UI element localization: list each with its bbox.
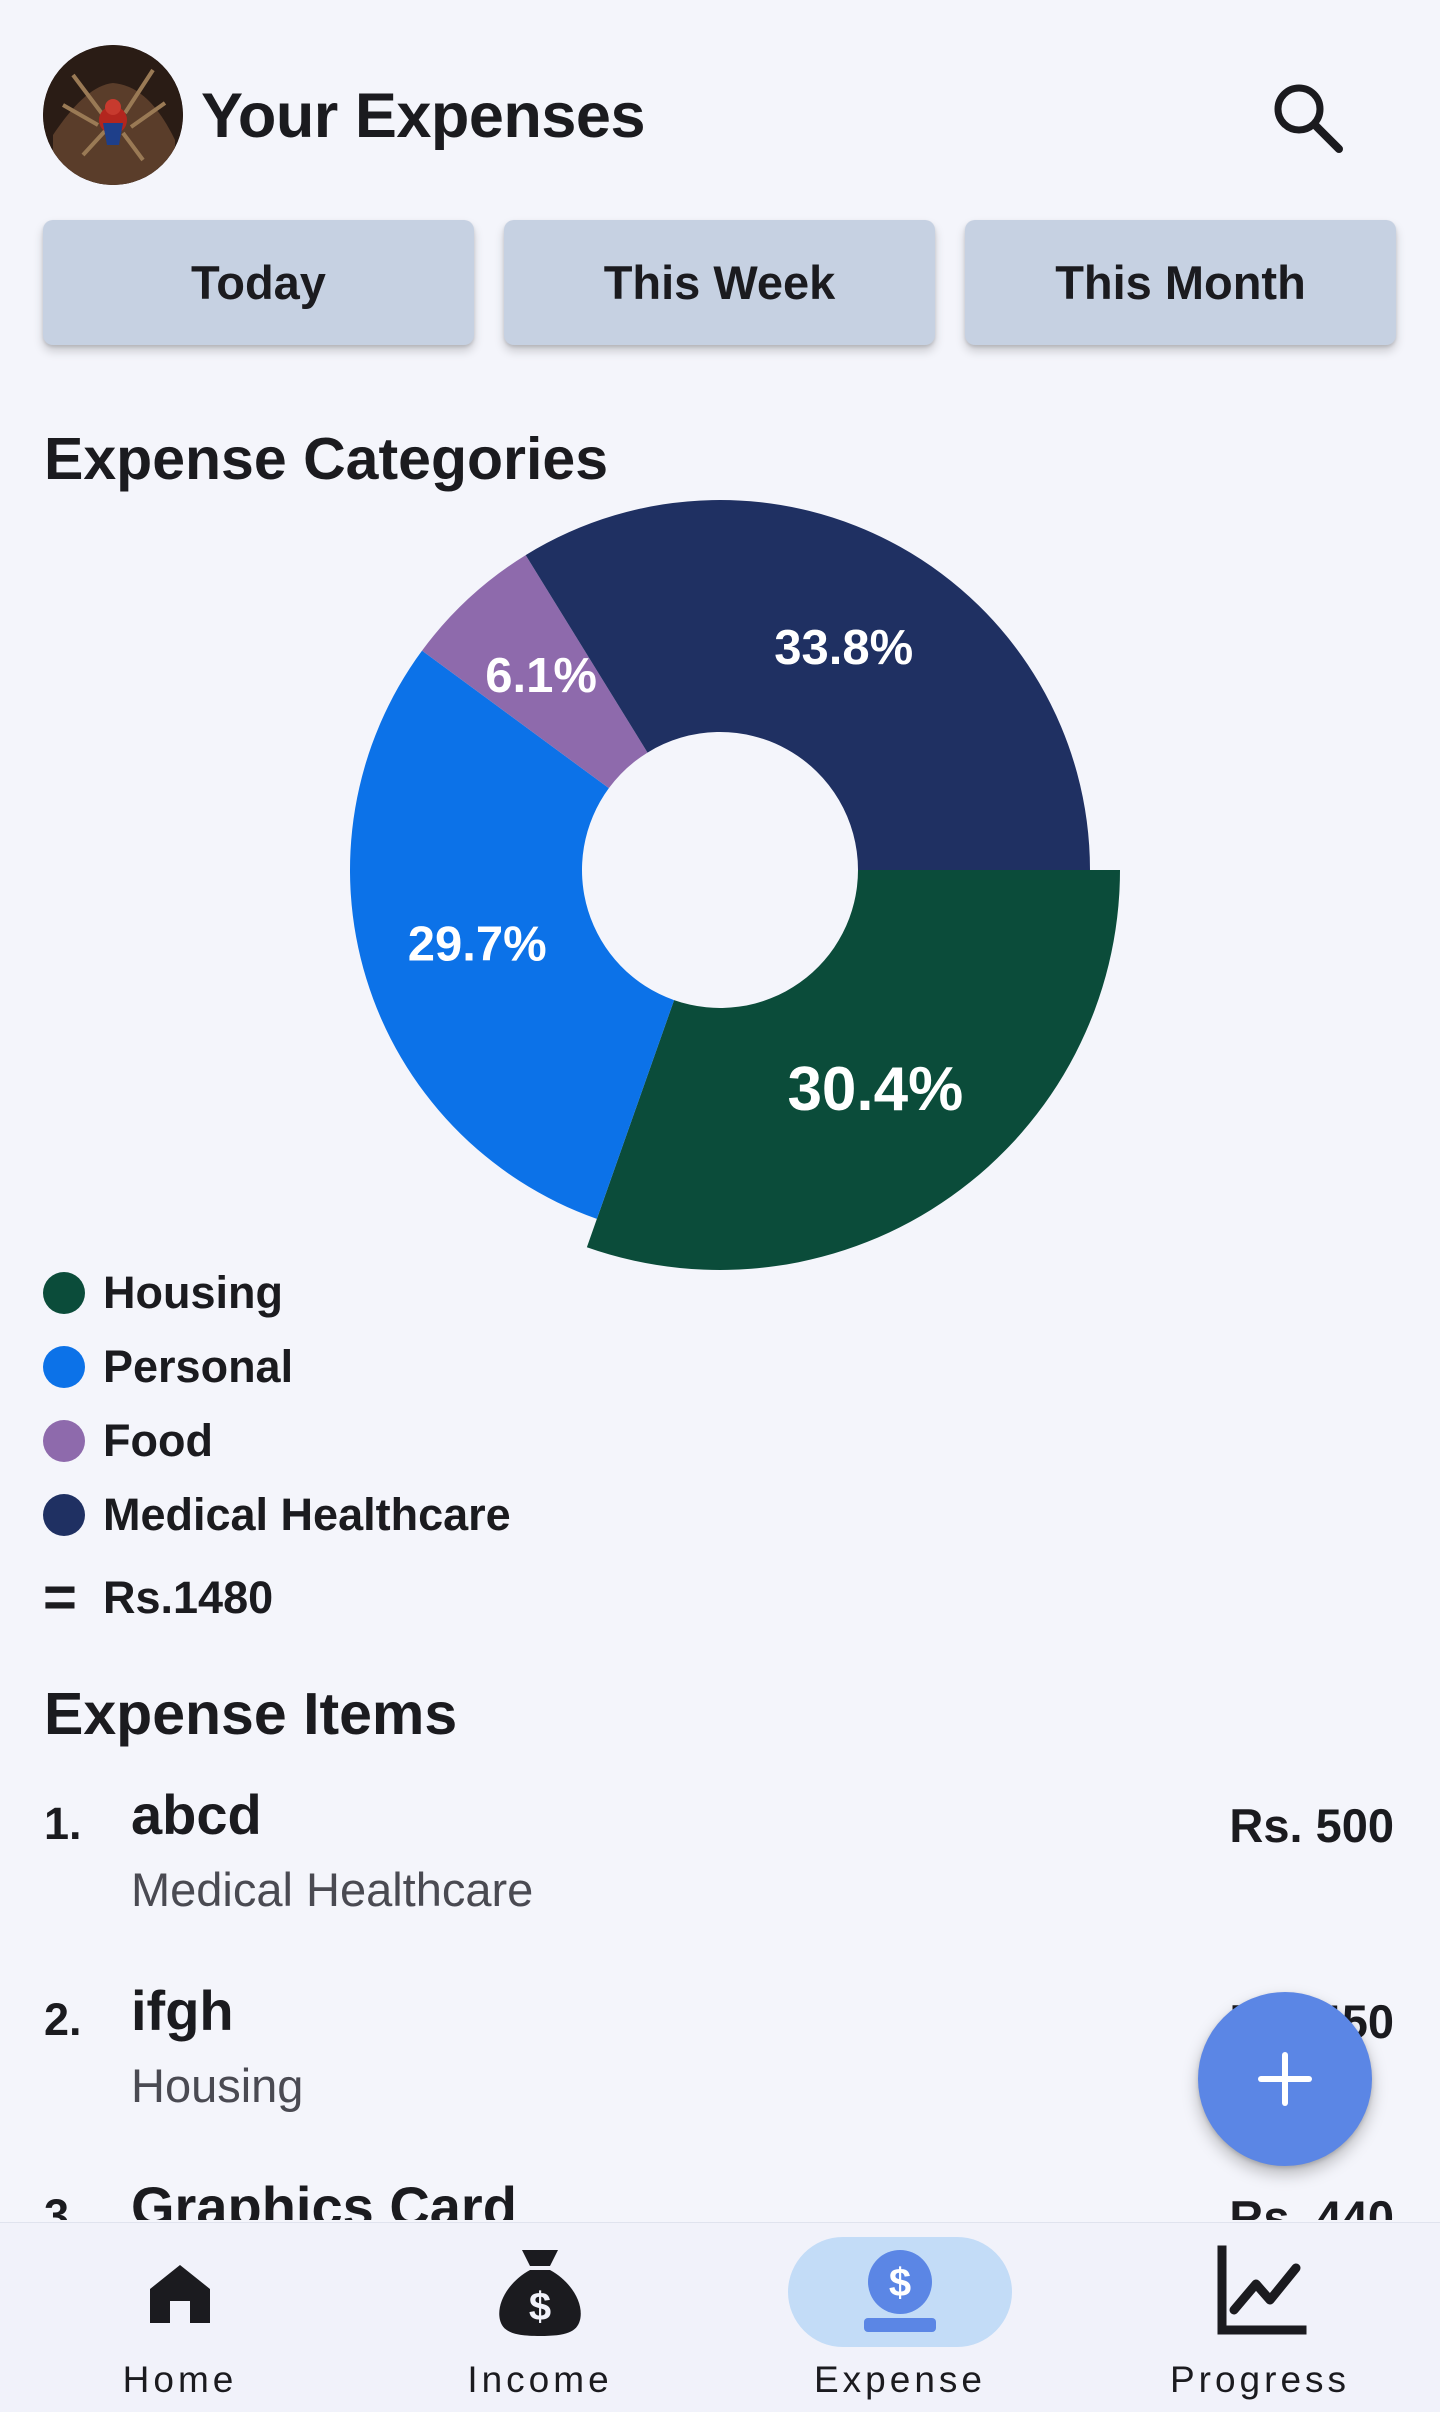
total-row: = Rs.1480	[43, 1556, 511, 1640]
svg-text:$: $	[529, 2285, 551, 2329]
chart-line-icon	[1217, 2245, 1307, 2335]
nav-label-home: Home	[122, 2359, 238, 2400]
item-number: 1.	[44, 1798, 82, 1849]
legend-dot-housing	[43, 1272, 85, 1314]
money-bag-icon: $	[499, 2250, 581, 2336]
expense-categories-title: Expense Categories	[44, 426, 609, 492]
slice-label-medical-healthcare: 33.8%	[774, 621, 913, 675]
svg-text:$: $	[889, 2261, 911, 2305]
total-amount: Rs.1480	[103, 1572, 274, 1623]
nav-item-income[interactable]: $ Income	[360, 2223, 720, 2412]
legend-item-housing: Housing	[43, 1256, 511, 1330]
avatar[interactable]	[43, 45, 183, 185]
tab-this-week[interactable]: This Week	[504, 220, 935, 345]
avatar-photo-icon	[43, 45, 183, 185]
legend-dot-personal	[43, 1346, 85, 1388]
tab-today[interactable]: Today	[43, 220, 474, 345]
tab-this-month[interactable]: This Month	[965, 220, 1396, 345]
item-category: Housing	[131, 2059, 304, 2112]
item-amount: Rs. 440	[1229, 2191, 1394, 2220]
nav-pill-income: $	[428, 2237, 652, 2347]
page-title: Your Expenses	[201, 81, 646, 151]
legend-label: Housing	[103, 1267, 283, 1318]
item-name: Graphics Card	[131, 2175, 517, 2220]
nav-label-expense: Expense	[814, 2359, 986, 2400]
nav-item-expense[interactable]: $ Expense	[720, 2223, 1080, 2412]
plus-icon	[1258, 2052, 1312, 2106]
legend-dot-food	[43, 1420, 85, 1462]
dollar-coin-icon: $	[864, 2250, 936, 2332]
list-item[interactable]: 1. abcd Medical Healthcare Rs. 500	[0, 1780, 1440, 1960]
slice-housing[interactable]	[586, 870, 1120, 1270]
legend-label: Medical Healthcare	[103, 1489, 511, 1540]
list-item[interactable]: 3. Graphics Card Rs. 440	[0, 2172, 1440, 2220]
slice-food[interactable]	[422, 555, 648, 789]
nav-label-income: Income	[467, 2359, 613, 2400]
slice-label-housing: 30.4%	[787, 1055, 963, 1124]
add-expense-button[interactable]	[1198, 1992, 1372, 2166]
legend-item-food: Food	[43, 1404, 511, 1478]
expense-items-title: Expense Items	[44, 1681, 458, 1747]
nav-pill-home	[68, 2237, 292, 2347]
item-name: abcd	[131, 1783, 262, 1846]
equals-icon: =	[43, 1565, 77, 1630]
slice-personal[interactable]	[349, 650, 675, 1219]
item-category: Medical Healthcare	[131, 1863, 534, 1916]
legend-item-personal: Personal	[43, 1330, 511, 1404]
donut-chart: 30.4% 29.7% 6.1% 33.8%	[349, 499, 1120, 1270]
nav-pill-progress	[1148, 2237, 1372, 2347]
nav-item-progress[interactable]: Progress	[1080, 2223, 1440, 2412]
slice-label-food: 6.1%	[485, 649, 597, 703]
legend-label: Food	[103, 1415, 213, 1466]
search-button[interactable]	[1262, 72, 1352, 162]
item-amount: Rs. 500	[1229, 1799, 1394, 1852]
item-number: 2.	[44, 1994, 82, 2045]
expense-categories-chart: 30.4% 29.7% 6.1% 33.8%	[0, 470, 1440, 1290]
legend-label: Personal	[103, 1341, 294, 1392]
nav-pill-expense: $	[788, 2237, 1012, 2347]
nav-label-progress: Progress	[1169, 2359, 1351, 2400]
search-icon	[1274, 84, 1343, 153]
home-icon	[150, 2265, 210, 2323]
item-name: ifgh	[131, 1979, 234, 2042]
legend-dot-medical-healthcare	[43, 1494, 85, 1536]
nav-item-home[interactable]: Home	[0, 2223, 360, 2412]
chart-legend: Housing Personal Food Medical Healthcare…	[43, 1256, 511, 1640]
expense-items-list: 1. abcd Medical Healthcare Rs. 500 2. if…	[0, 1780, 1440, 2220]
item-number: 3.	[44, 2190, 82, 2220]
legend-item-medical-healthcare: Medical Healthcare	[43, 1478, 511, 1552]
slice-medical-healthcare[interactable]	[525, 499, 1090, 870]
bottom-navigation: Home $ Income $ Expense	[0, 2222, 1440, 2412]
slice-label-personal: 29.7%	[408, 918, 547, 972]
